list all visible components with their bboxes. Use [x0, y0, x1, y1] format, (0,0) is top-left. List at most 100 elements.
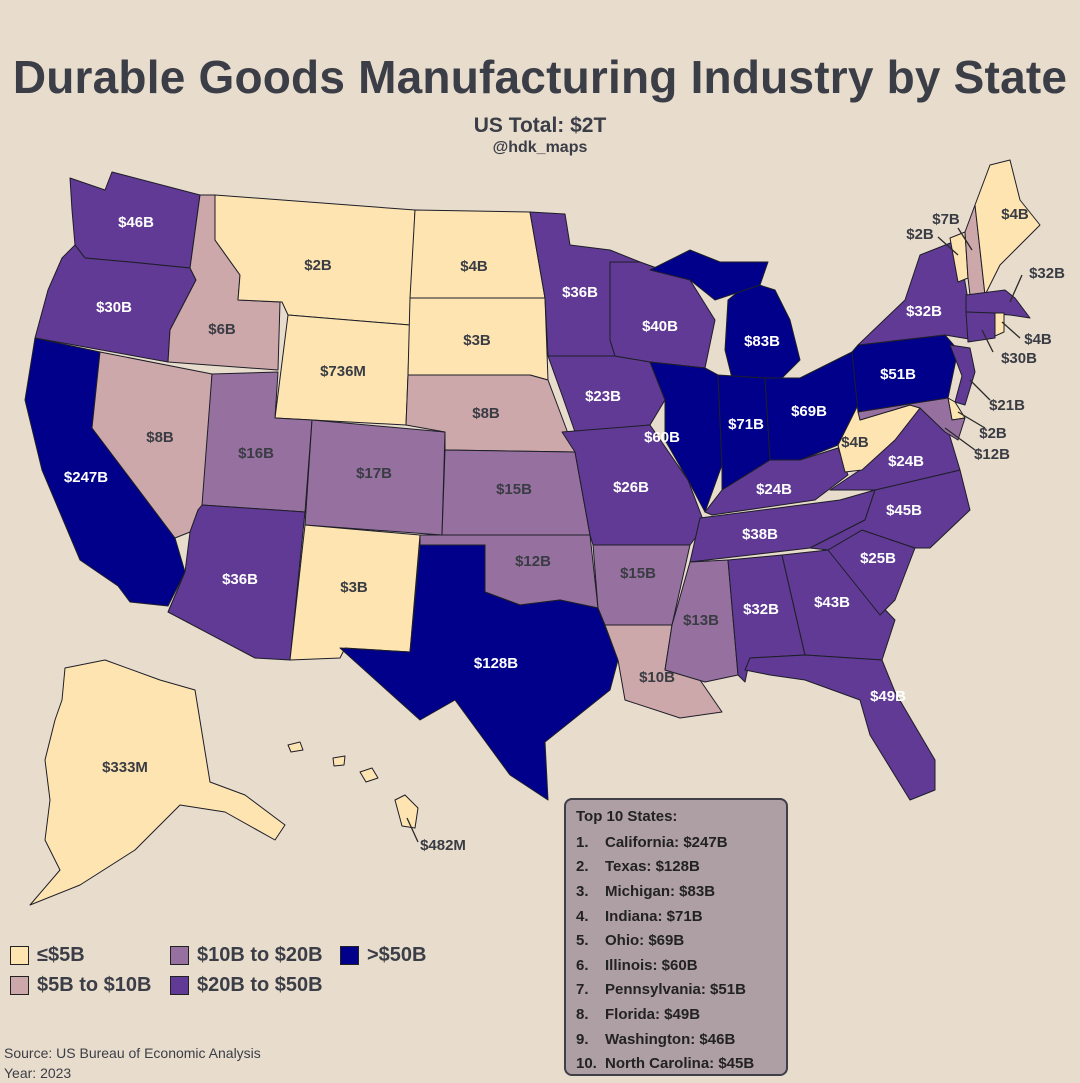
- top10-rank: 7.: [576, 981, 589, 999]
- state-MI-UP: [649, 249, 769, 301]
- label-AZ: $36B: [222, 571, 258, 588]
- state-AZ: [167, 504, 306, 661]
- leader-RI: [1001, 321, 1021, 339]
- top10-row: 7. Pennsylvania: $51B: [576, 978, 776, 1003]
- label-IA: $23B: [585, 388, 621, 405]
- label-MN: $36B: [562, 284, 598, 301]
- top10-rank: 9.: [576, 1030, 589, 1048]
- label-NV: $8B: [146, 429, 174, 446]
- label-AK: $333M: [102, 759, 148, 776]
- legend-label: >$50B: [367, 944, 427, 966]
- state-CT: [965, 311, 996, 343]
- top10-text: Illinois: $60B: [605, 956, 698, 974]
- top10-text: Washington: $46B: [605, 1030, 736, 1048]
- state-HI: [394, 794, 419, 829]
- label-NJ: $21B: [989, 397, 1025, 414]
- label-NH: $7B: [932, 211, 960, 228]
- state-TX: [339, 544, 619, 801]
- label-MD: $12B: [974, 446, 1010, 463]
- map-title: Durable Goods Manufacturing Industry by …: [12, 51, 1068, 103]
- label-SD: $3B: [463, 332, 491, 349]
- top10-rank: 4.: [576, 907, 589, 925]
- label-SC: $25B: [860, 550, 896, 567]
- top10-text: California: $247B: [605, 833, 728, 851]
- top10-rank: 10.: [576, 1055, 597, 1073]
- state-RI: [994, 312, 1005, 337]
- top10-text: Texas: $128B: [605, 858, 700, 876]
- top10-text: Ohio: $69B: [605, 932, 685, 950]
- legend-item-gt50: >$50B: [340, 944, 427, 967]
- top10-text: Florida: $49B: [605, 1005, 701, 1023]
- leader-NJ: [969, 379, 991, 401]
- label-MA: $32B: [1029, 265, 1065, 282]
- top10-row: 6. Illinois: $60B: [576, 953, 776, 978]
- top10-rank: 3.: [576, 882, 589, 900]
- label-AL: $32B: [743, 601, 779, 618]
- label-WY: $736M: [320, 363, 366, 380]
- label-KY: $24B: [756, 481, 792, 498]
- top10-text: North Carolina: $45B: [605, 1055, 755, 1073]
- label-IL: $60B: [644, 429, 680, 446]
- label-NC: $45B: [886, 502, 922, 519]
- top10-row: 8. Florida: $49B: [576, 1002, 776, 1027]
- source-text: Source: US Bureau of Economic Analysis: [4, 1045, 261, 1061]
- top10-text: Pennsylvania: $51B: [605, 981, 746, 999]
- state-AK: [29, 659, 286, 906]
- leader-CT: [981, 329, 994, 353]
- label-RI: $4B: [1024, 331, 1052, 348]
- label-MO: $26B: [613, 479, 649, 496]
- top10-row: 3. Michigan: $83B: [576, 879, 776, 904]
- label-TN: $38B: [742, 526, 778, 543]
- label-PA: $51B: [880, 366, 916, 383]
- top10-box: Top 10 States: 1. California: $247B 2. Tex…: [564, 798, 788, 1076]
- state-FL: [744, 654, 936, 801]
- top10-rank: 6.: [576, 956, 589, 974]
- top10-rank: 8.: [576, 1005, 589, 1023]
- top10-rank: 1.: [576, 833, 589, 851]
- legend-swatch: [170, 946, 189, 965]
- label-NM: $3B: [340, 579, 368, 596]
- state-GA: [781, 549, 896, 661]
- label-TX: $128B: [474, 655, 518, 672]
- label-OH: $69B: [791, 403, 827, 420]
- label-UT: $16B: [238, 445, 274, 462]
- label-AR: $15B: [620, 565, 656, 582]
- label-OK: $12B: [515, 553, 551, 570]
- legend-swatch: [340, 946, 359, 965]
- state-ND: [409, 209, 546, 299]
- label-KS: $15B: [496, 481, 532, 498]
- legend-label: $5B to $10B: [37, 974, 152, 996]
- us-total-subtitle: US Total: $2T: [473, 114, 607, 137]
- state-MD: [857, 397, 966, 441]
- legend-swatch: [10, 976, 29, 995]
- top10-row: 1. California: $247B: [576, 830, 776, 855]
- label-MT: $2B: [304, 257, 332, 274]
- state-HI-islet-2: [332, 755, 346, 767]
- state-NJ: [949, 344, 976, 406]
- leader-MD: [944, 427, 976, 451]
- state-ME: [974, 159, 1041, 296]
- state-HI-islet-1: [359, 767, 379, 783]
- label-NY: $32B: [906, 303, 942, 320]
- state-HI-islet-3: [287, 741, 304, 753]
- top10-row: 9. Washington: $46B: [576, 1027, 776, 1052]
- label-NE: $8B: [472, 405, 500, 422]
- top10-row: 4. Indiana: $71B: [576, 904, 776, 929]
- leader-DE: [957, 411, 986, 429]
- top10-row: 10. North Carolina: $45B: [576, 1051, 776, 1076]
- label-ND: $4B: [460, 258, 488, 275]
- label-VA: $24B: [888, 453, 924, 470]
- legend-item-20to50: $20B to $50B: [170, 974, 323, 997]
- leader-NH: [957, 227, 973, 251]
- label-VT: $2B: [906, 226, 934, 243]
- legend-item-10to20: $10B to $20B: [170, 944, 323, 967]
- label-ME: $4B: [1001, 206, 1029, 223]
- label-WV: $4B: [841, 434, 869, 451]
- label-HI: $482M: [420, 837, 466, 854]
- top10-text: Michigan: $83B: [605, 882, 716, 900]
- top10-row: 2. Texas: $128B: [576, 855, 776, 880]
- label-FL: $49B: [870, 688, 906, 705]
- label-CT: $30B: [1001, 350, 1037, 367]
- top10-heading: Top 10 States:: [576, 808, 678, 825]
- label-MS: $13B: [683, 612, 719, 629]
